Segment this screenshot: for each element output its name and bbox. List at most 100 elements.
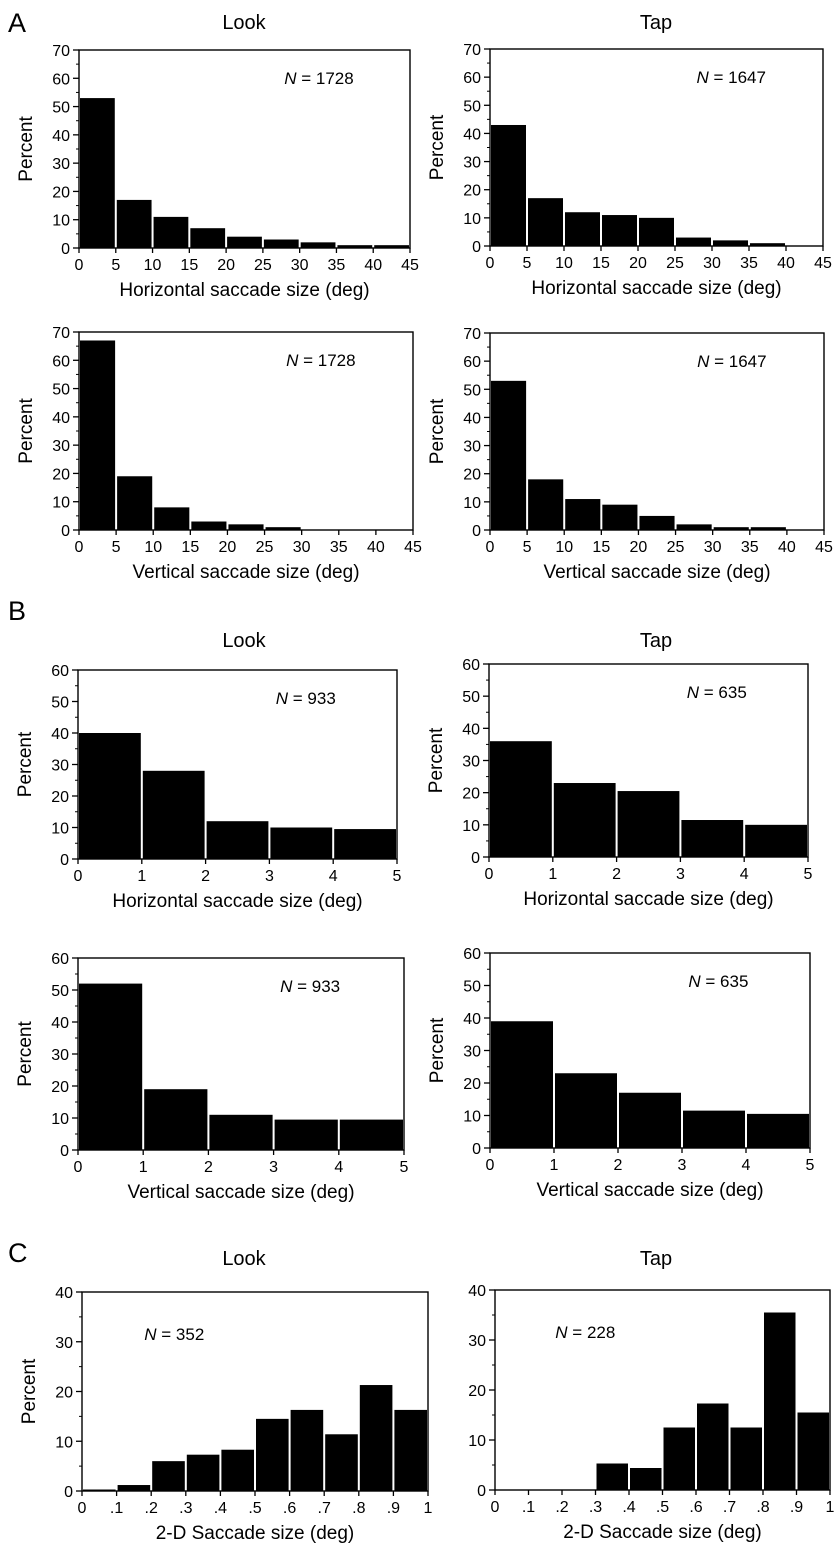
- y-tick-label: 10: [51, 821, 69, 838]
- x-tick-label: 30: [703, 255, 721, 272]
- x-axis-label: Horizontal saccade size (deg): [112, 891, 362, 912]
- y-tick-label: 30: [55, 1335, 73, 1352]
- bar: [565, 499, 601, 530]
- bar: [116, 199, 152, 248]
- chart-panel-C-look: 0 10 20 30 40 0 .1 .2 .3 .4 .5 .6 .7 .8 .9 1 2-D Saccade…: [19, 1285, 433, 1544]
- chart-panel-A-tap-horizontal: 0 10 20 30 40 50 60 70 0 5 10 15 20 25 30 35 40 45 Horizon…: [427, 42, 832, 299]
- y-axis-label: Percent: [426, 727, 447, 793]
- bar: [206, 821, 269, 859]
- y-tick-label: 10: [468, 1433, 486, 1450]
- y-tick-label: 0: [472, 523, 481, 540]
- y-tick-label: 50: [52, 382, 70, 399]
- y-tick-label: 40: [468, 1283, 486, 1300]
- x-tick-label: 35: [328, 257, 346, 274]
- y-tick-label: 50: [462, 689, 480, 706]
- y-tick-label: 40: [55, 1285, 73, 1302]
- bar: [154, 507, 190, 530]
- y-tick-label: 20: [52, 184, 70, 201]
- y-tick-label: 70: [463, 326, 481, 343]
- bar: [528, 198, 563, 246]
- x-tick-label: 35: [330, 539, 348, 556]
- x-axis-label: 2-D Saccade size (deg): [156, 1523, 355, 1544]
- x-tick-label: 3: [678, 1157, 687, 1174]
- x-axis-label: Horizontal saccade size (deg): [523, 889, 773, 910]
- y-tick-label: 60: [52, 353, 70, 370]
- x-tick-label: 4: [329, 868, 338, 885]
- y-tick-label: 30: [468, 1333, 486, 1350]
- bar: [797, 1412, 829, 1490]
- y-tick-label: 40: [51, 1015, 69, 1032]
- x-tick-label: 2: [204, 1159, 213, 1176]
- x-tick-label: 3: [265, 868, 274, 885]
- bar: [730, 1427, 762, 1490]
- x-axis-label: Vertical saccade size (deg): [543, 562, 770, 583]
- n-annotation: N = 228: [555, 1323, 615, 1342]
- bar: [227, 236, 262, 248]
- y-axis-label: Percent: [16, 398, 37, 464]
- x-tick-label: 1: [826, 1499, 835, 1516]
- bar: [186, 1454, 220, 1491]
- bar: [325, 1434, 358, 1491]
- y-tick-label: 60: [462, 657, 480, 674]
- x-tick-label: 20: [630, 539, 648, 556]
- x-tick-label: 1: [424, 1500, 433, 1517]
- x-tick-label: 3: [269, 1159, 278, 1176]
- y-tick-label: 20: [463, 183, 481, 200]
- bar: [190, 228, 226, 248]
- x-tick-label: 1: [139, 1159, 148, 1176]
- y-tick-label: 20: [462, 786, 480, 803]
- panel-title-a-tap: Tap: [639, 12, 673, 34]
- y-tick-label: 60: [51, 663, 69, 680]
- x-tick-label: 15: [181, 539, 199, 556]
- x-axis-label: 2-D Saccade size (deg): [563, 1522, 762, 1543]
- y-tick-label: 10: [463, 211, 481, 228]
- y-tick-label: 0: [472, 1141, 481, 1158]
- section-label-c: C: [8, 1238, 28, 1268]
- x-tick-label: 25: [667, 539, 685, 556]
- y-tick-label: 30: [52, 438, 70, 455]
- y-tick-label: 20: [463, 467, 481, 484]
- x-axis-label: Vertical saccade size (deg): [536, 1180, 763, 1201]
- y-tick-label: 30: [463, 1044, 481, 1061]
- bar: [263, 239, 299, 248]
- x-tick-label: 35: [740, 255, 758, 272]
- y-tick-label: 70: [52, 325, 70, 342]
- y-tick-label: 70: [463, 42, 481, 59]
- y-tick-label: 40: [462, 721, 480, 738]
- x-tick-label: 20: [217, 257, 235, 274]
- bar: [256, 1418, 289, 1491]
- y-tick-label: 50: [51, 695, 69, 712]
- panel-title-c-tap: Tap: [639, 1248, 673, 1270]
- panel-title-c-look: Look: [222, 1248, 266, 1270]
- panel-title-b-tap: Tap: [639, 630, 673, 652]
- y-tick-label: 10: [463, 495, 481, 512]
- n-annotation: N = 933: [276, 689, 336, 708]
- x-tick-label: 0: [486, 539, 495, 556]
- x-tick-label: 10: [555, 539, 573, 556]
- x-tick-label: .5: [656, 1499, 669, 1516]
- y-tick-label: 0: [471, 850, 480, 867]
- bar: [152, 1461, 185, 1491]
- x-tick-label: 15: [180, 257, 198, 274]
- x-tick-label: .5: [248, 1500, 261, 1517]
- x-tick-label: 0: [78, 1500, 87, 1517]
- bar: [681, 820, 744, 857]
- n-annotation: N = 352: [144, 1325, 204, 1344]
- x-tick-label: .4: [622, 1499, 635, 1516]
- x-tick-label: 45: [401, 257, 419, 274]
- bar: [602, 215, 637, 246]
- y-tick-label: 10: [55, 1434, 73, 1451]
- x-tick-label: 25: [256, 539, 274, 556]
- x-tick-label: 25: [254, 257, 272, 274]
- y-tick-label: 10: [462, 818, 480, 835]
- y-tick-label: 20: [55, 1385, 73, 1402]
- y-tick-label: 20: [463, 1076, 481, 1093]
- bar: [274, 1119, 338, 1150]
- x-tick-label: 2: [614, 1157, 623, 1174]
- bar: [394, 1409, 427, 1491]
- panel-title-a-look: Look: [222, 12, 266, 34]
- x-tick-label: 30: [704, 539, 722, 556]
- x-axis-label: Vertical saccade size (deg): [127, 1182, 354, 1203]
- y-axis-label: Percent: [19, 1358, 40, 1424]
- y-tick-label: 30: [51, 758, 69, 775]
